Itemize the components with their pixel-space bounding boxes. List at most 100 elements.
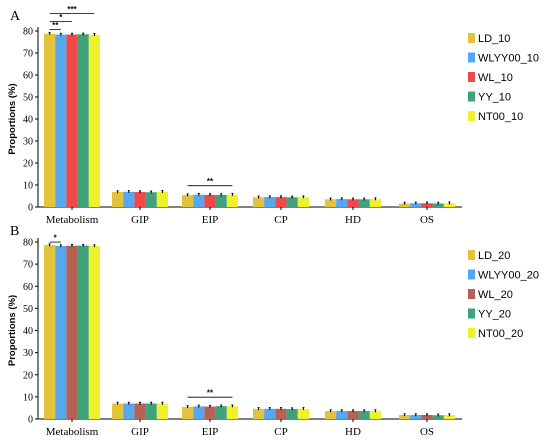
bar bbox=[44, 33, 56, 207]
bar bbox=[297, 197, 309, 207]
y-tick-label: 70 bbox=[23, 49, 33, 60]
bar bbox=[66, 34, 78, 207]
legend-swatch bbox=[468, 33, 475, 43]
significance-label: *** bbox=[67, 5, 77, 14]
legend-entry-label: LD_20 bbox=[478, 250, 510, 262]
y-axis-label: Proportions (%) bbox=[7, 83, 18, 154]
bar bbox=[421, 415, 433, 419]
bar bbox=[275, 197, 287, 207]
y-tick-label: 40 bbox=[23, 326, 33, 337]
bar bbox=[112, 192, 124, 207]
bar bbox=[88, 245, 100, 419]
y-tick-label: 0 bbox=[28, 203, 33, 214]
x-tick-label: HD bbox=[345, 214, 361, 226]
bar bbox=[264, 197, 276, 207]
panel-letter: A bbox=[10, 9, 21, 24]
bar bbox=[112, 403, 124, 419]
y-tick-label: 10 bbox=[23, 181, 33, 192]
significance-label: ** bbox=[207, 177, 214, 186]
legend-entry-label: WLYY00_20 bbox=[478, 270, 539, 282]
y-tick-label: 60 bbox=[23, 282, 33, 293]
y-axis-label: Proportions (%) bbox=[7, 295, 18, 366]
bar bbox=[123, 403, 135, 419]
legend-swatch bbox=[468, 269, 475, 280]
bar bbox=[204, 194, 216, 207]
bar bbox=[275, 408, 287, 419]
legend-swatch bbox=[468, 72, 475, 82]
legend-swatch bbox=[468, 250, 475, 260]
x-tick-label: OS bbox=[420, 214, 434, 226]
bar bbox=[134, 192, 146, 207]
bar bbox=[77, 245, 89, 419]
chart-panel-b: B 0 10 20 30 40 50 60 70 80 Proportions (%) Metabol… bbox=[7, 224, 539, 438]
bar bbox=[66, 245, 78, 419]
bar bbox=[399, 203, 411, 207]
y-tick-label: 20 bbox=[23, 159, 33, 170]
bar bbox=[215, 194, 227, 207]
y-tick-label: 80 bbox=[23, 27, 33, 38]
x-tick-label: GIP bbox=[131, 214, 149, 226]
y-tick-label: 10 bbox=[23, 392, 33, 403]
legend-swatch bbox=[468, 91, 475, 102]
bar bbox=[123, 191, 135, 207]
x-tick-label: CP bbox=[274, 426, 287, 438]
bar bbox=[443, 415, 455, 419]
bar bbox=[226, 194, 238, 207]
significance-label: ** bbox=[52, 21, 59, 30]
y-tick-label: 20 bbox=[23, 370, 33, 381]
y-tick-label: 50 bbox=[23, 304, 33, 315]
bar bbox=[264, 408, 276, 419]
x-tick-label: GIP bbox=[131, 426, 149, 438]
legend-swatch bbox=[468, 328, 475, 338]
bar bbox=[44, 245, 56, 419]
bar bbox=[226, 406, 238, 419]
bar bbox=[193, 194, 205, 207]
x-tick-label: EIP bbox=[202, 426, 219, 438]
legend-swatch bbox=[468, 289, 475, 299]
legend-entry-label: NT00_20 bbox=[478, 328, 523, 340]
legend-entry-label: LD_10 bbox=[478, 33, 510, 45]
legend-swatch bbox=[468, 111, 475, 121]
bar bbox=[336, 199, 348, 207]
legend-entry-label: WLYY00_10 bbox=[478, 53, 539, 65]
bar bbox=[134, 403, 146, 419]
significance-label: * bbox=[59, 13, 63, 22]
bar bbox=[443, 203, 455, 207]
legend-entry-label: YY_20 bbox=[478, 309, 511, 321]
bar bbox=[399, 415, 411, 419]
x-tick-label: OS bbox=[420, 426, 434, 438]
legend-swatch bbox=[468, 308, 475, 319]
bar bbox=[156, 191, 168, 207]
y-tick-label: 30 bbox=[23, 348, 33, 359]
bar bbox=[358, 199, 370, 207]
y-tick-label: 30 bbox=[23, 137, 33, 148]
bar bbox=[215, 406, 227, 419]
legend-entry-label: NT00_10 bbox=[478, 111, 523, 123]
bar bbox=[336, 411, 348, 419]
y-tick-label: 80 bbox=[23, 238, 33, 249]
x-tick-label: Metabolism bbox=[46, 426, 99, 438]
x-tick-label: EIP bbox=[202, 214, 219, 226]
bar bbox=[145, 192, 157, 207]
bar bbox=[410, 203, 422, 207]
bar bbox=[286, 409, 298, 419]
bar bbox=[325, 411, 337, 419]
bar bbox=[369, 199, 381, 207]
bar bbox=[347, 199, 359, 207]
bar bbox=[325, 199, 337, 207]
panel-letter: B bbox=[10, 224, 19, 239]
bar bbox=[88, 34, 100, 207]
x-tick-label: Metabolism bbox=[46, 214, 99, 226]
legend-entry-label: WL_20 bbox=[478, 289, 513, 301]
bar bbox=[156, 403, 168, 419]
y-tick-label: 60 bbox=[23, 71, 33, 82]
y-tick-label: 70 bbox=[23, 260, 33, 271]
legend-entry-label: YY_10 bbox=[478, 92, 511, 104]
bar bbox=[145, 403, 157, 419]
bar bbox=[410, 415, 422, 419]
bar bbox=[77, 34, 89, 207]
y-tick-label: 50 bbox=[23, 93, 33, 104]
bar bbox=[55, 245, 67, 419]
bar bbox=[432, 415, 444, 419]
